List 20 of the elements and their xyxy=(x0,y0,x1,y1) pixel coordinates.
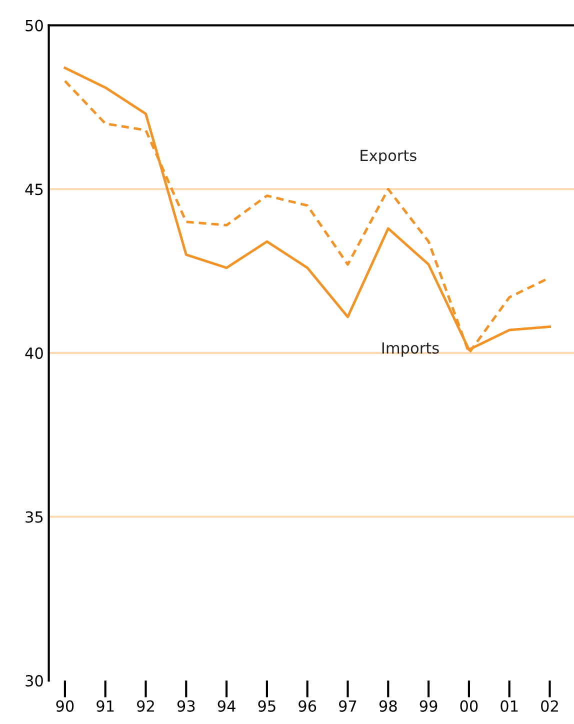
x-tick-label: 92 xyxy=(136,700,154,712)
x-tick-label: 98 xyxy=(379,700,397,712)
x-tick-label: 95 xyxy=(258,700,276,712)
y-tick-label: 35 xyxy=(26,511,43,523)
x-tick-label: 93 xyxy=(177,700,195,712)
x-tick-label: 94 xyxy=(218,700,236,712)
x-tick-label: 02 xyxy=(541,700,558,712)
x-tick-label: 00 xyxy=(460,700,478,712)
y-tick-label: 50 xyxy=(26,20,43,32)
x-tick-label: 90 xyxy=(56,700,74,712)
x-tick-label: 99 xyxy=(420,700,438,712)
y-tick-label: 40 xyxy=(25,347,43,359)
y-tick-label: 45 xyxy=(25,184,43,196)
series-label: Imports xyxy=(382,342,439,357)
x-tick-label: 97 xyxy=(338,700,356,712)
y-tick-label: 30 xyxy=(26,675,43,687)
x-tick-label: 96 xyxy=(298,700,316,712)
text: Exports xyxy=(360,150,416,164)
x-tick-label: 01 xyxy=(500,700,518,712)
x-tick-label: 91 xyxy=(96,700,114,712)
